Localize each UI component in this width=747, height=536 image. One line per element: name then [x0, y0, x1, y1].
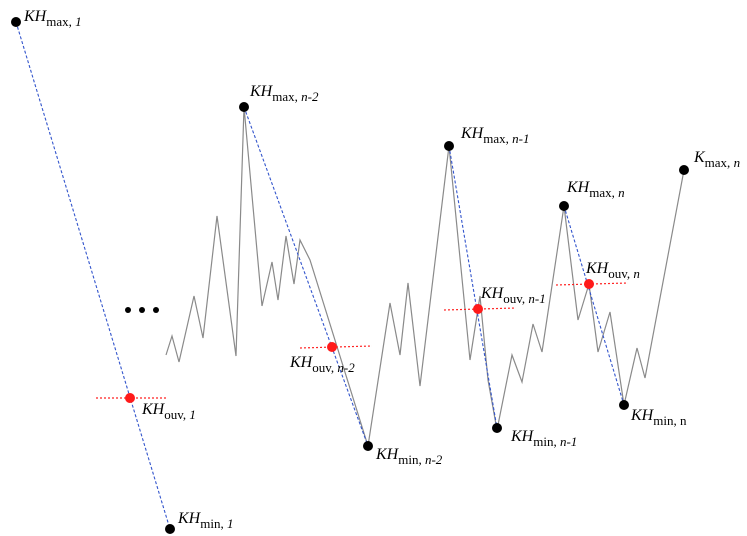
ellipsis-text: • • •: [142, 309, 144, 311]
label-kh-min-n-2: KHmin, n-2: [375, 446, 443, 467]
max-point-last: [679, 165, 689, 175]
oscillation-trace: [165, 106, 685, 447]
max-point-1: [11, 17, 21, 27]
envelope-line-n: [563, 205, 625, 406]
label-k-max-last: Kmax, n: [693, 149, 740, 170]
label-kh-ouv-n-1: KHouv, n-1: [480, 285, 546, 306]
min-point-n-1: [492, 423, 502, 433]
open-point-n-2: [327, 342, 337, 352]
open-point-1: [125, 393, 135, 403]
open-point-n: [584, 279, 594, 289]
label-kh-max-n-1: KHmax, n-1: [460, 125, 529, 146]
envelope-line-n-1: [448, 145, 498, 429]
label-kh-max-n-2: KHmax, n-2: [249, 83, 319, 104]
envelope-line-n-2: [243, 106, 369, 447]
min-point-n-2: [363, 441, 373, 451]
max-point-n: [559, 201, 569, 211]
label-kh-max-1: KHmax, 1: [23, 8, 82, 29]
max-point-n-1: [444, 141, 454, 151]
ellipsis-dots: • • •: [125, 307, 159, 313]
label-kh-min-n: KHmin, n: [630, 407, 687, 428]
min-point-1: [165, 524, 175, 534]
label-kh-min-n-1: KHmin, n-1: [510, 428, 577, 449]
label-kh-max-n: KHmax, n: [566, 179, 625, 200]
open-point-n-1: [473, 304, 483, 314]
min-point-n: [619, 400, 629, 410]
label-kh-min-1: KHmin, 1: [177, 510, 233, 531]
envelope-line-1: [15, 21, 171, 530]
label-kh-ouv-1: KHouv, 1: [141, 401, 196, 422]
label-kh-ouv-n-2: KHouv, n-2: [289, 354, 355, 375]
max-point-n-2: [239, 102, 249, 112]
label-kh-ouv-n: KHouv, n: [585, 260, 640, 281]
